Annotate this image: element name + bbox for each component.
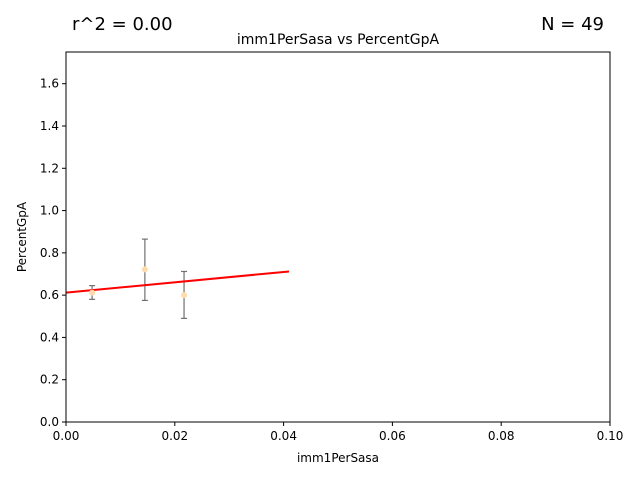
data-point xyxy=(89,289,96,296)
y-tick-label: 1.0 xyxy=(40,204,59,218)
x-tick-label: 0.08 xyxy=(488,429,515,443)
y-tick-label: 0.8 xyxy=(40,246,59,260)
x-tick-label: 0.10 xyxy=(597,429,624,443)
data-point xyxy=(181,292,188,299)
r-squared-annotation: r^2 = 0.00 xyxy=(72,14,173,35)
y-tick-label: 0.4 xyxy=(40,330,59,344)
x-tick-label: 0.00 xyxy=(53,429,80,443)
y-tick-label: 0.0 xyxy=(40,415,59,429)
plot-area: 0.00 0.02 0.04 0.06 0.08 0.10 0.0 0.2 0.4 0.6 0.8… xyxy=(40,51,624,443)
n-count-annotation: N = 49 xyxy=(541,14,604,35)
data-points xyxy=(89,266,188,299)
y-tick-label: 0.6 xyxy=(40,288,59,302)
y-axis-label: PercentGpA xyxy=(15,201,29,272)
data-point xyxy=(141,266,148,273)
y-tick-label: 1.4 xyxy=(40,119,59,133)
x-tick-label: 0.06 xyxy=(379,429,406,443)
x-axis-label: imm1PerSasa xyxy=(297,451,379,465)
chart-title: imm1PerSasa vs PercentGpA xyxy=(237,32,440,48)
y-axis-ticks: 0.0 0.2 0.4 0.6 0.8 1.0 1.2 1.4 1.6 xyxy=(40,77,66,429)
fit-line xyxy=(65,270,290,294)
y-tick-label: 1.6 xyxy=(40,77,59,91)
fit-line-group xyxy=(65,270,290,294)
x-tick-label: 0.02 xyxy=(161,429,188,443)
x-tick-label: 0.04 xyxy=(270,429,297,443)
x-axis-ticks: 0.00 0.02 0.04 0.06 0.08 0.10 xyxy=(53,422,624,443)
y-tick-label: 1.2 xyxy=(40,161,59,175)
y-tick-label: 0.2 xyxy=(40,373,59,387)
plot-frame xyxy=(65,51,611,423)
